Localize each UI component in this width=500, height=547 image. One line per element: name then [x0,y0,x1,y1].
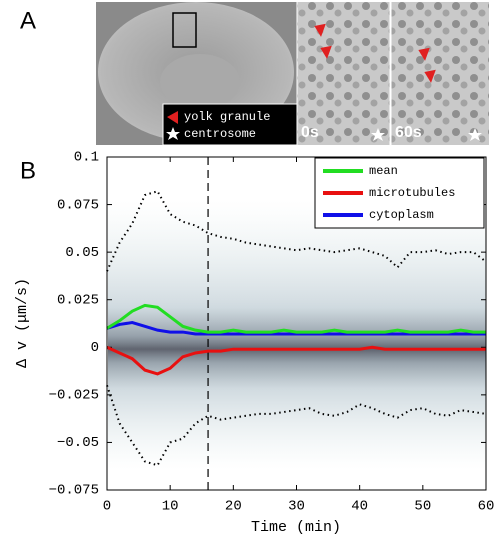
bound-line [106,385,487,467]
panel-label: B [20,157,36,184]
legend-label: cytoplasm [369,208,434,222]
x-tick-label: 50 [414,499,431,515]
panel-label: A [20,7,36,34]
x-tick-label: 30 [288,499,305,515]
y-tick-label: −0.075 [49,483,99,499]
x-tick-label: 0 [103,499,111,515]
frame-label: 60s [395,124,422,141]
y-tick-label: −0.025 [49,388,99,404]
legend-label: microtubules [369,186,455,200]
y-tick-label: 0 [91,340,99,356]
micrographs [96,2,489,146]
series-line [106,345,486,376]
y-tick-label: 0.025 [57,292,99,308]
x-tick-label: 10 [162,499,179,515]
y-tick-label: −0.05 [57,435,99,451]
legend-label: yolk granule [184,110,270,124]
series-line [106,321,486,336]
frame-label: 0s [301,124,319,141]
x-axis-label: Time (min) [251,519,341,536]
y-tick-label: 0.075 [57,197,99,213]
plot-frame [106,156,487,491]
legend-label: mean [369,164,398,178]
y-tick-label: 0.05 [65,245,99,261]
y-axis-label: Δ v (μm/s) [14,278,31,368]
y-tick-label: 0.1 [74,150,99,166]
x-tick-label: 60 [478,499,495,515]
series-line [106,303,486,334]
legend-label: centrosome [184,127,256,141]
x-tick-label: 20 [225,499,242,515]
x-tick-label: 40 [351,499,368,515]
